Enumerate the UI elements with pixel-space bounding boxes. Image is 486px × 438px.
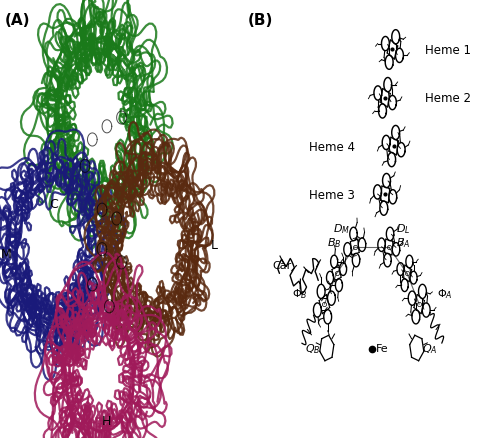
Text: M: M — [0, 247, 12, 261]
Text: Fe: Fe — [376, 344, 388, 353]
Text: (A): (A) — [5, 13, 30, 28]
Text: Heme 4: Heme 4 — [309, 140, 355, 153]
Text: $D_M$: $D_M$ — [333, 222, 350, 236]
Text: H: H — [102, 414, 112, 427]
Text: $B_A$: $B_A$ — [396, 235, 411, 249]
Text: $\Phi_A$: $\Phi_A$ — [437, 286, 453, 300]
Text: $Q_B$: $Q_B$ — [305, 342, 321, 356]
Text: C: C — [49, 197, 58, 210]
Text: Heme 3: Heme 3 — [309, 188, 354, 201]
Text: Car: Car — [272, 260, 292, 270]
Text: $D_L$: $D_L$ — [396, 222, 411, 236]
Text: L: L — [210, 239, 217, 252]
Text: $\Phi_B$: $\Phi_B$ — [292, 286, 307, 300]
Text: (B): (B) — [248, 13, 273, 28]
Text: $B_B$: $B_B$ — [327, 235, 341, 249]
Text: Heme 1: Heme 1 — [425, 44, 471, 57]
Text: Heme 2: Heme 2 — [425, 92, 471, 105]
Text: $Q_A$: $Q_A$ — [421, 342, 437, 356]
